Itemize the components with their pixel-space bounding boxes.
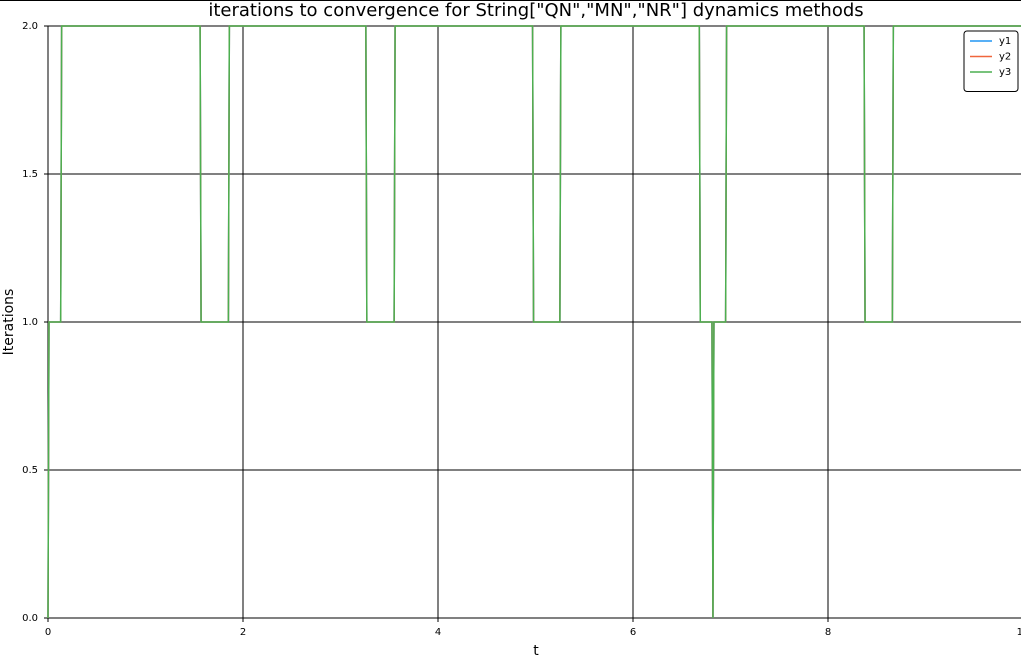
y-axis-label: Iterations <box>1 289 17 356</box>
series-line <box>47 25 1021 619</box>
y-tick-label: 2.0 <box>22 21 38 32</box>
y-tick-label: 1.5 <box>22 169 38 180</box>
y-tick-label: 0.5 <box>22 465 38 476</box>
chart-title: iterations to convergence for String["QN… <box>208 0 863 21</box>
legend-box <box>963 30 1019 92</box>
legend-label: y3 <box>999 67 1011 78</box>
legend-label: y2 <box>999 52 1011 63</box>
legend: y1 y2 y3 <box>963 30 1019 92</box>
legend-label: y1 <box>999 36 1011 47</box>
x-tick-label: 6 <box>630 627 636 638</box>
y-tick-label: 1.0 <box>22 317 38 328</box>
x-tick-label: 8 <box>825 627 831 638</box>
x-tick-label: 10 <box>1017 627 1021 638</box>
x-axis-label: t <box>533 643 539 659</box>
x-tick-label: 0 <box>45 627 51 638</box>
x-tick-label: 4 <box>435 627 441 638</box>
y-tick-label: 0.0 <box>22 613 38 624</box>
x-tick-label: 2 <box>240 627 246 638</box>
